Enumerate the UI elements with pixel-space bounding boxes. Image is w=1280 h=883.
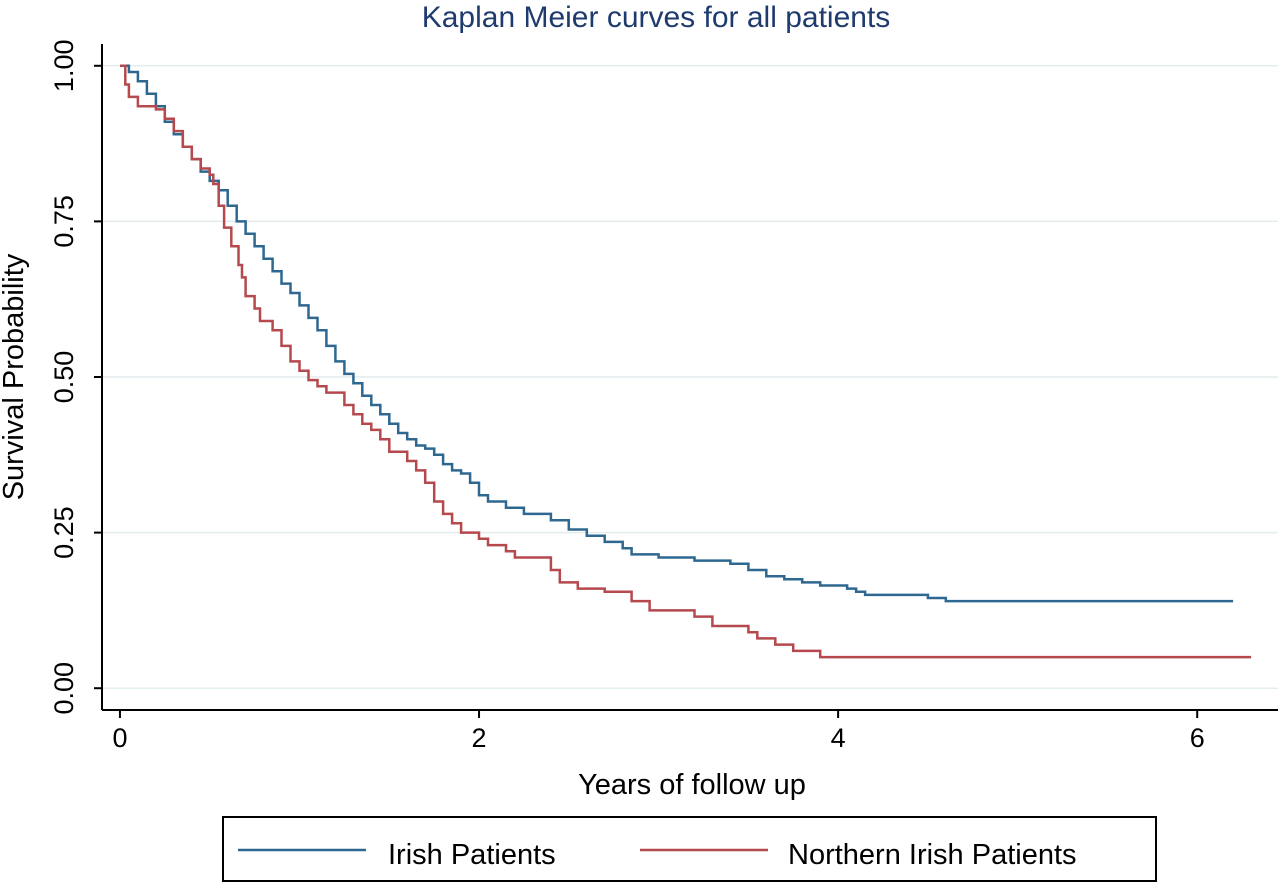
x-tick-label: 4: [831, 723, 846, 753]
x-tick-label: 6: [1190, 723, 1205, 753]
y-tick-label: 0.00: [49, 662, 79, 715]
legend: Irish Patients Northern Irish Patients: [222, 816, 1157, 882]
y-tick-label: 0.25: [49, 506, 79, 559]
y-axis-title: Survival Probability: [0, 253, 30, 500]
series-line-northern-irish: [120, 64, 1252, 659]
y-tick-label: 0.50: [49, 351, 79, 404]
y-tick-label: 1.00: [49, 40, 79, 93]
x-tick-label: 0: [112, 723, 127, 753]
x-ticks: 0 2 4 6: [112, 710, 1205, 753]
grid-layer: [102, 65, 1278, 689]
x-tick-label: 2: [472, 723, 487, 753]
legend-label-northern-irish: Northern Irish Patients: [788, 839, 1077, 871]
legend-label-irish: Irish Patients: [388, 839, 556, 871]
y-tick-label: 0.75: [49, 195, 79, 248]
series-layer: [120, 64, 1252, 659]
y-ticks: 0.00 0.25 0.50 0.75 1.00: [49, 40, 102, 715]
chart-title: Kaplan Meier curves for all patients: [422, 1, 891, 34]
series-line-irish: [120, 64, 1234, 603]
x-axis-title: Years of follow up: [578, 769, 806, 801]
